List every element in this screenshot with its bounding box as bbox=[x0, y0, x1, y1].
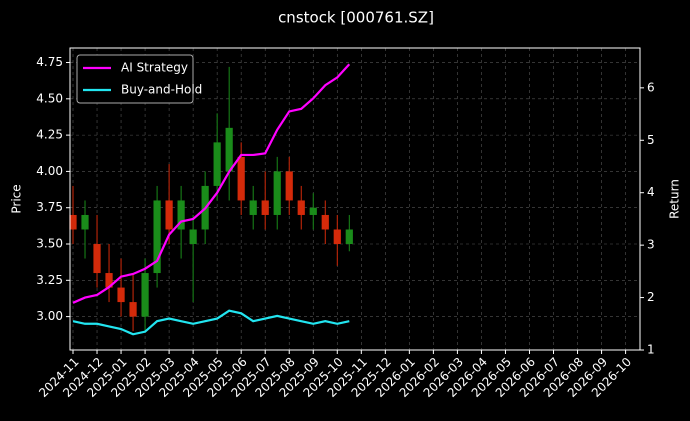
candle-body bbox=[273, 171, 281, 215]
legend-label: Buy-and-Hold bbox=[121, 83, 202, 97]
candle-body bbox=[213, 142, 221, 186]
chart-title: cnstock [000761.SZ] bbox=[278, 9, 434, 27]
y-tick-label: 4.50 bbox=[36, 91, 63, 105]
candle-body bbox=[141, 273, 149, 317]
candle-body bbox=[177, 200, 185, 230]
candle-body bbox=[129, 302, 137, 317]
candle-body bbox=[261, 200, 269, 215]
candle-body bbox=[237, 156, 245, 201]
y-tick-label: 3.00 bbox=[36, 309, 63, 323]
candle-body bbox=[117, 287, 125, 303]
return-line bbox=[72, 309, 350, 336]
y2-tick-label: 5 bbox=[647, 133, 655, 147]
candle-body bbox=[309, 207, 317, 215]
candle-body bbox=[321, 214, 329, 230]
candle-body bbox=[93, 244, 101, 274]
candle-body bbox=[81, 214, 89, 230]
y2-tick-label: 2 bbox=[647, 290, 655, 304]
candle-body bbox=[297, 200, 305, 215]
y2-axis-label: Return bbox=[668, 179, 682, 219]
y2-tick-label: 1 bbox=[647, 343, 655, 357]
y-axis-label: Price bbox=[10, 184, 24, 213]
y-tick-label: 4.00 bbox=[36, 164, 63, 178]
candle-body bbox=[225, 127, 233, 172]
candle-body bbox=[153, 200, 161, 274]
y2-tick-label: 6 bbox=[647, 80, 655, 94]
candle-body bbox=[249, 200, 257, 215]
plot-frame bbox=[69, 47, 641, 351]
return-line bbox=[72, 63, 351, 304]
candle-body bbox=[285, 171, 293, 201]
y2-tick-label: 3 bbox=[647, 238, 655, 252]
candle-body bbox=[105, 273, 113, 288]
y-tick-label: 4.25 bbox=[36, 128, 63, 142]
y-tick-label: 3.50 bbox=[36, 237, 63, 251]
y2-tick-label: 4 bbox=[647, 185, 655, 199]
y-tick-label: 4.75 bbox=[36, 55, 63, 69]
candle-body bbox=[69, 214, 77, 230]
y-tick-label: 3.75 bbox=[36, 200, 63, 214]
candle-body bbox=[333, 229, 341, 245]
legend-label: AI Strategy bbox=[121, 61, 188, 75]
candle-body bbox=[189, 229, 197, 245]
candle-body bbox=[165, 200, 173, 230]
y-tick-label: 3.25 bbox=[36, 273, 63, 287]
candle-body bbox=[345, 229, 353, 245]
